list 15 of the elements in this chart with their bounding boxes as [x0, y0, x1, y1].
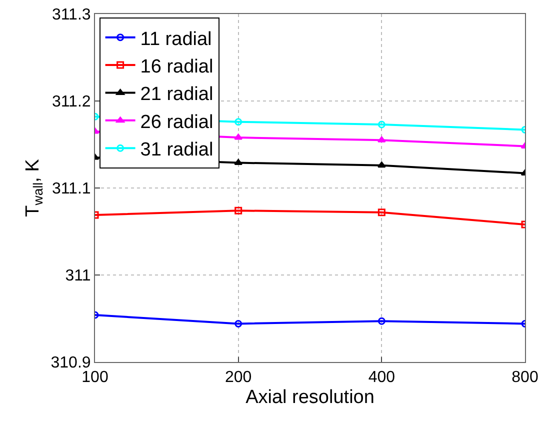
legend-label: 26 radial	[140, 112, 214, 133]
y-tick-label: 311.3	[52, 6, 91, 24]
x-tick-label: 200	[224, 369, 252, 386]
x-tick-label: 100	[82, 369, 108, 386]
legend-label: 11 radial	[140, 28, 212, 50]
y-tick-label: 311	[65, 268, 91, 285]
x-axis-title: Axial resolution	[246, 387, 374, 408]
legend-label: 31 radial	[140, 140, 214, 161]
legend-label: 16 radial	[140, 56, 214, 78]
y-tick-label: 311.1	[52, 180, 91, 198]
x-tick-label: 400	[368, 369, 396, 386]
x-tick-label: 800	[512, 369, 538, 386]
y-tick-label: 311.2	[52, 94, 91, 111]
y-tick-label: 310.9	[50, 354, 91, 372]
legend-label: 21 radial	[140, 84, 214, 106]
